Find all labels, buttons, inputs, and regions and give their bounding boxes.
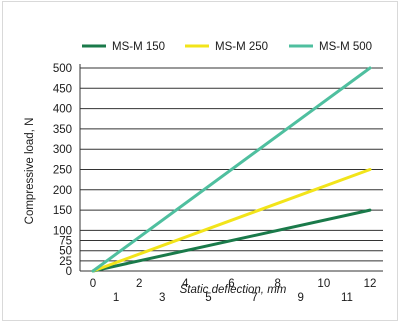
x-tick-label: 9: [298, 292, 304, 304]
series-line-1: [91, 208, 372, 273]
legend: MS-M 150 MS-M 250 MS-M 500: [82, 41, 372, 53]
x-tick-label: 6: [228, 278, 234, 290]
x-tick-label: 5: [205, 292, 211, 304]
series-lines: [91, 66, 372, 273]
x-tick-label: 11: [341, 292, 353, 304]
y-tick-label: 150: [53, 205, 72, 217]
x-tick-label: 12: [364, 278, 377, 290]
legend-label-3: MS-M 500: [319, 41, 372, 53]
x-tick-label: 10: [317, 278, 330, 290]
legend-label-2: MS-M 250: [215, 41, 268, 53]
y-tick-label: 500: [53, 63, 72, 75]
y-tick-label: 400: [53, 104, 72, 116]
x-axis-title: Static deflection, mm: [180, 284, 287, 296]
x-tick-label: 2: [136, 278, 142, 290]
y-tick-label: 200: [53, 185, 72, 197]
x-tick-label: 1: [113, 292, 119, 304]
y-tick-label: 0: [66, 266, 72, 278]
series-line-3: [91, 66, 372, 273]
y-tick-label: 25: [59, 256, 72, 268]
series-line-2: [91, 168, 372, 273]
x-tick-label: 7: [251, 292, 257, 304]
x-tick-label: 0: [90, 278, 96, 290]
y-axis-title: Compressive load, N: [24, 118, 36, 225]
legend-label-1: MS-M 150: [112, 41, 165, 53]
x-tick-labels: 0 2 4 6 8 10 12 1 3 5 7 9 11: [90, 278, 377, 304]
y-tick-label: 350: [53, 124, 72, 136]
x-tick-label: 3: [159, 292, 165, 304]
y-tick-label: 75: [59, 236, 72, 248]
y-tick-label: 450: [53, 83, 72, 95]
x-tick-label: 4: [182, 278, 189, 290]
y-tick-label: 300: [53, 144, 72, 156]
y-tick-label: 250: [53, 165, 72, 177]
chart-frame: [2, 1, 398, 321]
y-tick-label: 50: [59, 246, 72, 258]
x-tick-label: 8: [274, 278, 280, 290]
y-tick-label: 100: [53, 225, 72, 237]
grid-lines: [80, 67, 383, 272]
